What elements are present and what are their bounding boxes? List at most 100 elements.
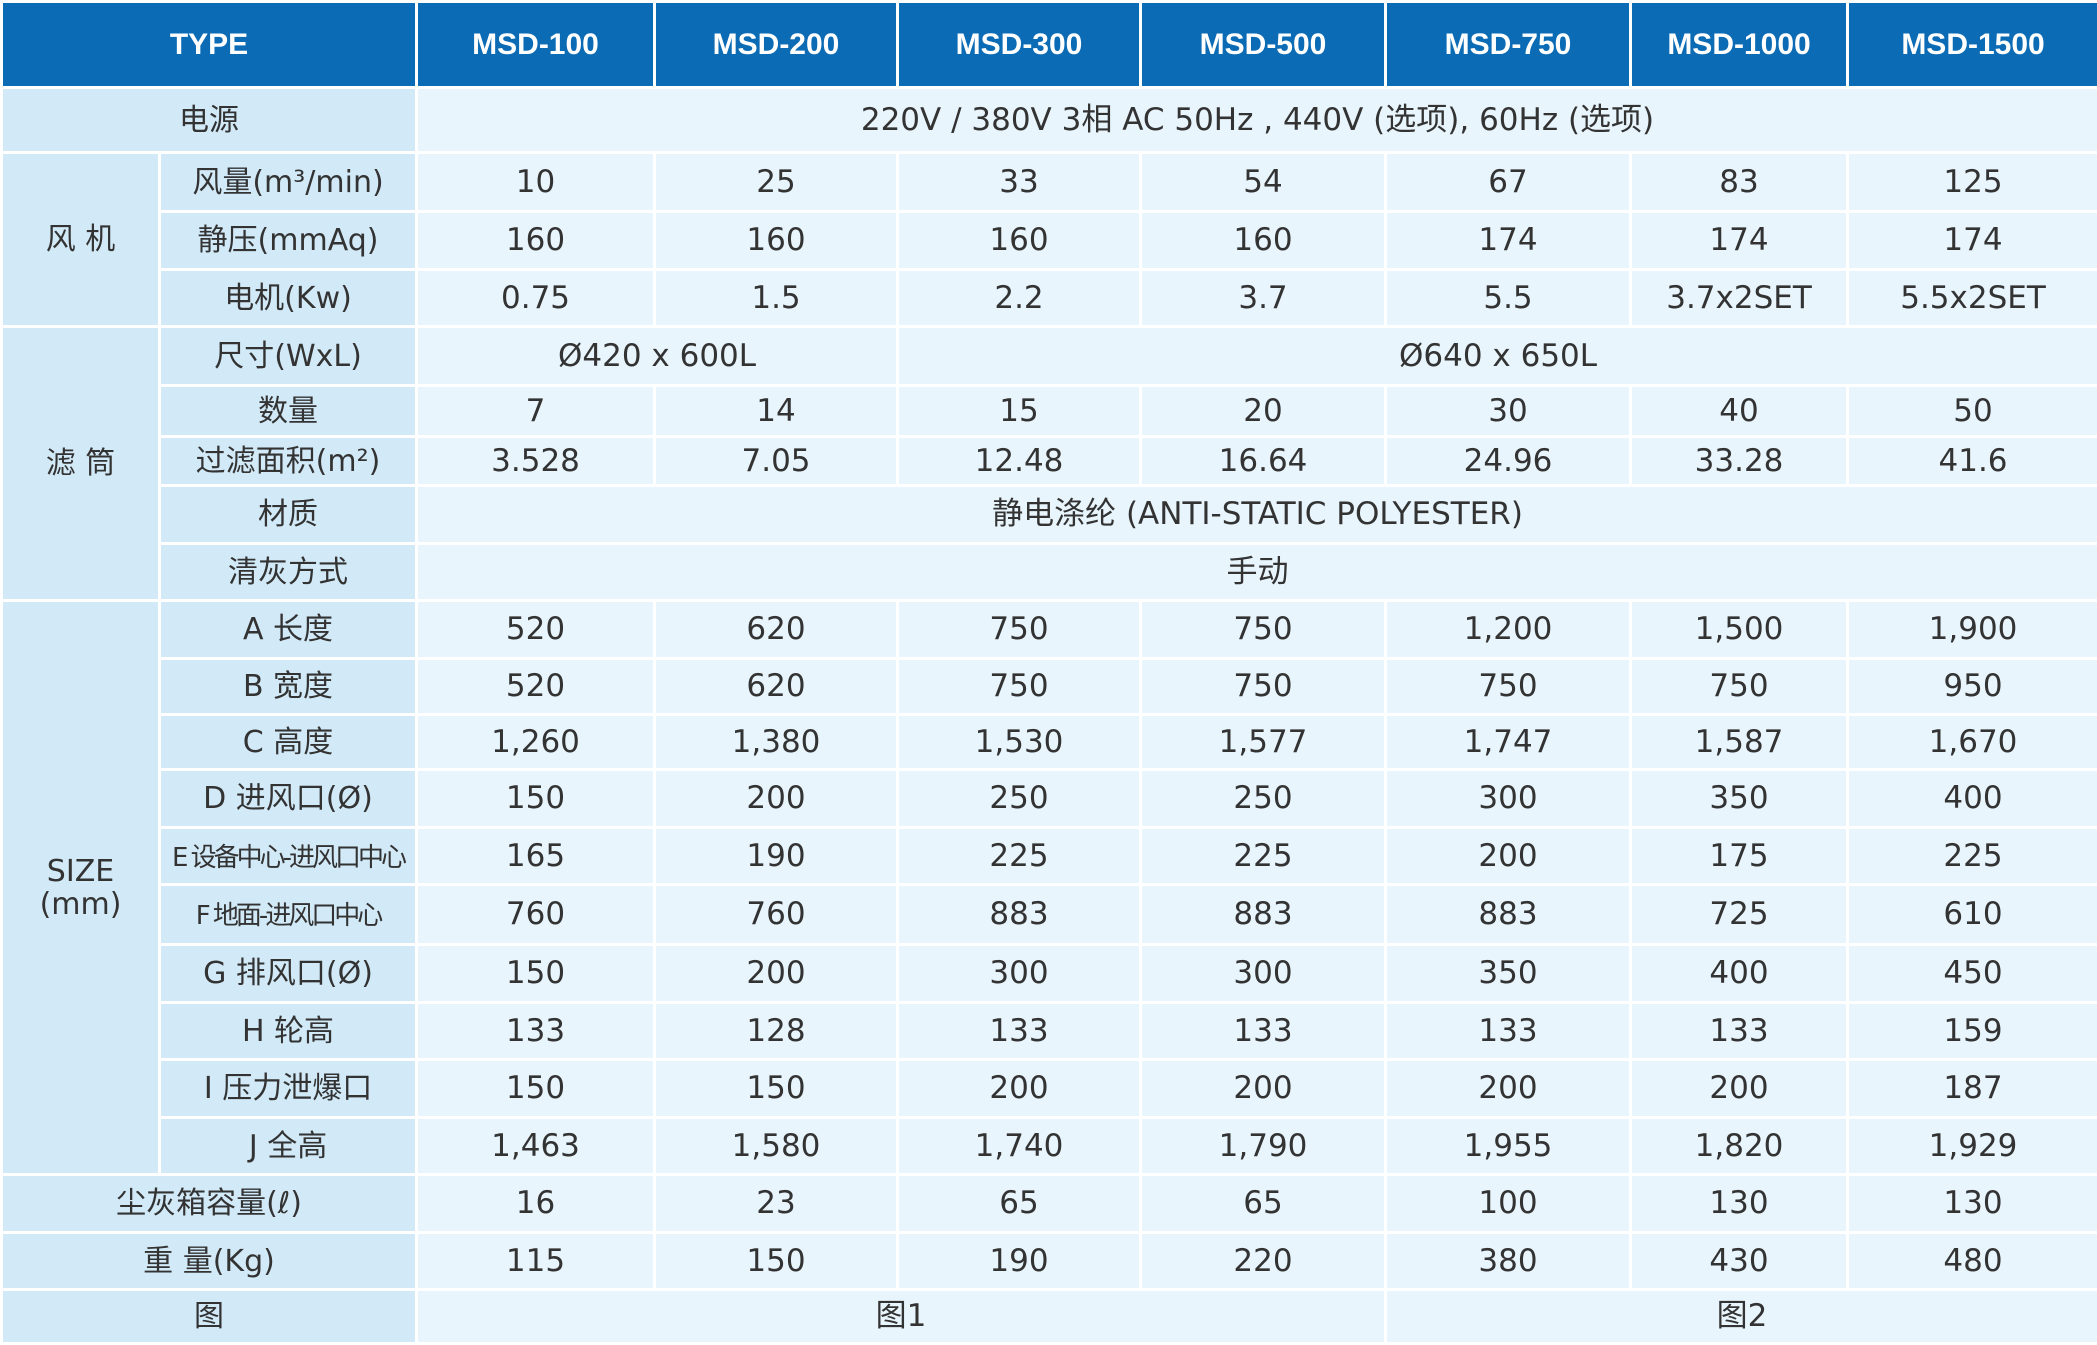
row-label: 清灰方式 <box>160 544 417 601</box>
value-cell: 200 <box>1386 828 1631 885</box>
value-cell: 125 <box>1848 153 2097 212</box>
static-pressure-row: 静压(mmAq) 160 160 160 160 174 174 174 <box>2 212 2097 270</box>
value-cell: 14 <box>655 386 898 437</box>
value-cell: 950 <box>1848 659 2097 715</box>
row-label: A 长度 <box>160 601 417 659</box>
value-cell: 174 <box>1848 212 2097 270</box>
model-header: MSD-100 <box>417 2 655 88</box>
value-cell: 33 <box>898 153 1141 212</box>
filter-area-row: 过滤面积(m²) 3.528 7.05 12.48 16.64 24.96 33… <box>2 437 2097 486</box>
type-header: TYPE <box>2 2 417 88</box>
row-label-text: E 设备中心-进风口中心 <box>172 843 404 873</box>
size-row-b: B 宽度 520 620 750 750 750 750 950 <box>2 659 2097 715</box>
value-cell: 220 <box>1141 1233 1386 1290</box>
value-cell: 33.28 <box>1631 437 1848 486</box>
value-cell: 2.2 <box>898 270 1141 327</box>
value-cell: 115 <box>417 1233 655 1290</box>
value-cell: 133 <box>1631 1003 1848 1060</box>
value-cell: 159 <box>1848 1003 2097 1060</box>
value-cell: 300 <box>1141 945 1386 1003</box>
value-cell: 1,955 <box>1386 1118 1631 1175</box>
value-cell: 520 <box>417 659 655 715</box>
value-cell: 1,900 <box>1848 601 2097 659</box>
value-cell: 200 <box>1631 1060 1848 1118</box>
value-cell: 250 <box>898 770 1141 828</box>
value-cell: 750 <box>898 659 1141 715</box>
value-cell: 190 <box>898 1233 1141 1290</box>
value-cell: 12.48 <box>898 437 1141 486</box>
value-cell: 1,747 <box>1386 715 1631 770</box>
power-value: 220V / 380V 3相 AC 50Hz , 440V (选项), 60Hz… <box>417 88 2097 153</box>
row-label: J 全高 <box>160 1118 417 1175</box>
size-row-i: I 压力泄爆口 150 150 200 200 200 200 187 <box>2 1060 2097 1118</box>
filter-cleaning-row: 清灰方式 手动 <box>2 544 2097 601</box>
value-cell: 1,260 <box>417 715 655 770</box>
value-cell: 静电涤纶 (ANTI-STATIC POLYESTER) <box>417 486 2097 544</box>
size-group-title: SIZE <box>3 855 158 888</box>
dust-box-row: 尘灰箱容量(ℓ) 16 23 65 65 100 130 130 <box>2 1175 2097 1233</box>
value-cell: 1,577 <box>1141 715 1386 770</box>
value-cell: 133 <box>1141 1003 1386 1060</box>
value-cell: 7.05 <box>655 437 898 486</box>
value-cell: 750 <box>1631 659 1848 715</box>
value-cell: 225 <box>1848 828 2097 885</box>
value-cell: 100 <box>1386 1175 1631 1233</box>
value-cell: 174 <box>1631 212 1848 270</box>
value-cell: 133 <box>417 1003 655 1060</box>
row-label: 重 量(Kg) <box>2 1233 417 1290</box>
row-label: 静压(mmAq) <box>160 212 417 270</box>
value-cell: 150 <box>655 1233 898 1290</box>
row-label-text: F 地面-进风口中心 <box>196 901 381 931</box>
size-row-h: H 轮高 133 128 133 133 133 133 159 <box>2 1003 2097 1060</box>
value-cell: 5.5x2SET <box>1848 270 2097 327</box>
value-cell: 128 <box>655 1003 898 1060</box>
value-cell: 25 <box>655 153 898 212</box>
value-cell: 760 <box>417 885 655 945</box>
value-cell: 150 <box>417 1060 655 1118</box>
value-cell: 750 <box>898 601 1141 659</box>
row-label: 材质 <box>160 486 417 544</box>
value-cell: 200 <box>655 945 898 1003</box>
value-cell: 3.7x2SET <box>1631 270 1848 327</box>
value-cell: 250 <box>1141 770 1386 828</box>
model-header: MSD-300 <box>898 2 1141 88</box>
value-cell: 150 <box>417 945 655 1003</box>
filter-group-label: 滤 筒 <box>2 327 160 601</box>
model-header: MSD-200 <box>655 2 898 88</box>
row-label: D 进风口(Ø) <box>160 770 417 828</box>
filter-material-row: 材质 静电涤纶 (ANTI-STATIC POLYESTER) <box>2 486 2097 544</box>
value-cell: 1,200 <box>1386 601 1631 659</box>
row-label: 电机(Kw) <box>160 270 417 327</box>
value-cell: 350 <box>1631 770 1848 828</box>
model-header: MSD-500 <box>1141 2 1386 88</box>
value-cell: 350 <box>1386 945 1631 1003</box>
value-cell: 150 <box>417 770 655 828</box>
row-label: 数量 <box>160 386 417 437</box>
size-row-f: F 地面-进风口中心 760 760 883 883 883 725 610 <box>2 885 2097 945</box>
value-cell: 480 <box>1848 1233 2097 1290</box>
value-cell: 15 <box>898 386 1141 437</box>
value-cell: 23 <box>655 1175 898 1233</box>
value-cell: 50 <box>1848 386 2097 437</box>
value-cell: 1,580 <box>655 1118 898 1175</box>
figure-row: 图 图1 图2 <box>2 1290 2097 1344</box>
weight-row: 重 量(Kg) 115 150 190 220 380 430 480 <box>2 1233 2097 1290</box>
value-cell: 400 <box>1631 945 1848 1003</box>
value-cell: 65 <box>898 1175 1141 1233</box>
value-cell: 1,463 <box>417 1118 655 1175</box>
value-cell: 225 <box>1141 828 1386 885</box>
value-cell: 200 <box>898 1060 1141 1118</box>
size-group-unit: (mm) <box>3 888 158 921</box>
value-cell: 150 <box>655 1060 898 1118</box>
power-row: 电源 220V / 380V 3相 AC 50Hz , 440V (选项), 6… <box>2 88 2097 153</box>
value-cell: Ø420 x 600L <box>417 327 898 386</box>
row-label: 图 <box>2 1290 417 1344</box>
value-cell: 1,929 <box>1848 1118 2097 1175</box>
value-cell: 160 <box>898 212 1141 270</box>
value-cell: 750 <box>1141 601 1386 659</box>
row-label: F 地面-进风口中心 <box>160 885 417 945</box>
figure-1-ref: 图1 <box>417 1290 1386 1344</box>
value-cell: 200 <box>1386 1060 1631 1118</box>
value-cell: 40 <box>1631 386 1848 437</box>
size-row-e: E 设备中心-进风口中心 165 190 225 225 200 175 225 <box>2 828 2097 885</box>
